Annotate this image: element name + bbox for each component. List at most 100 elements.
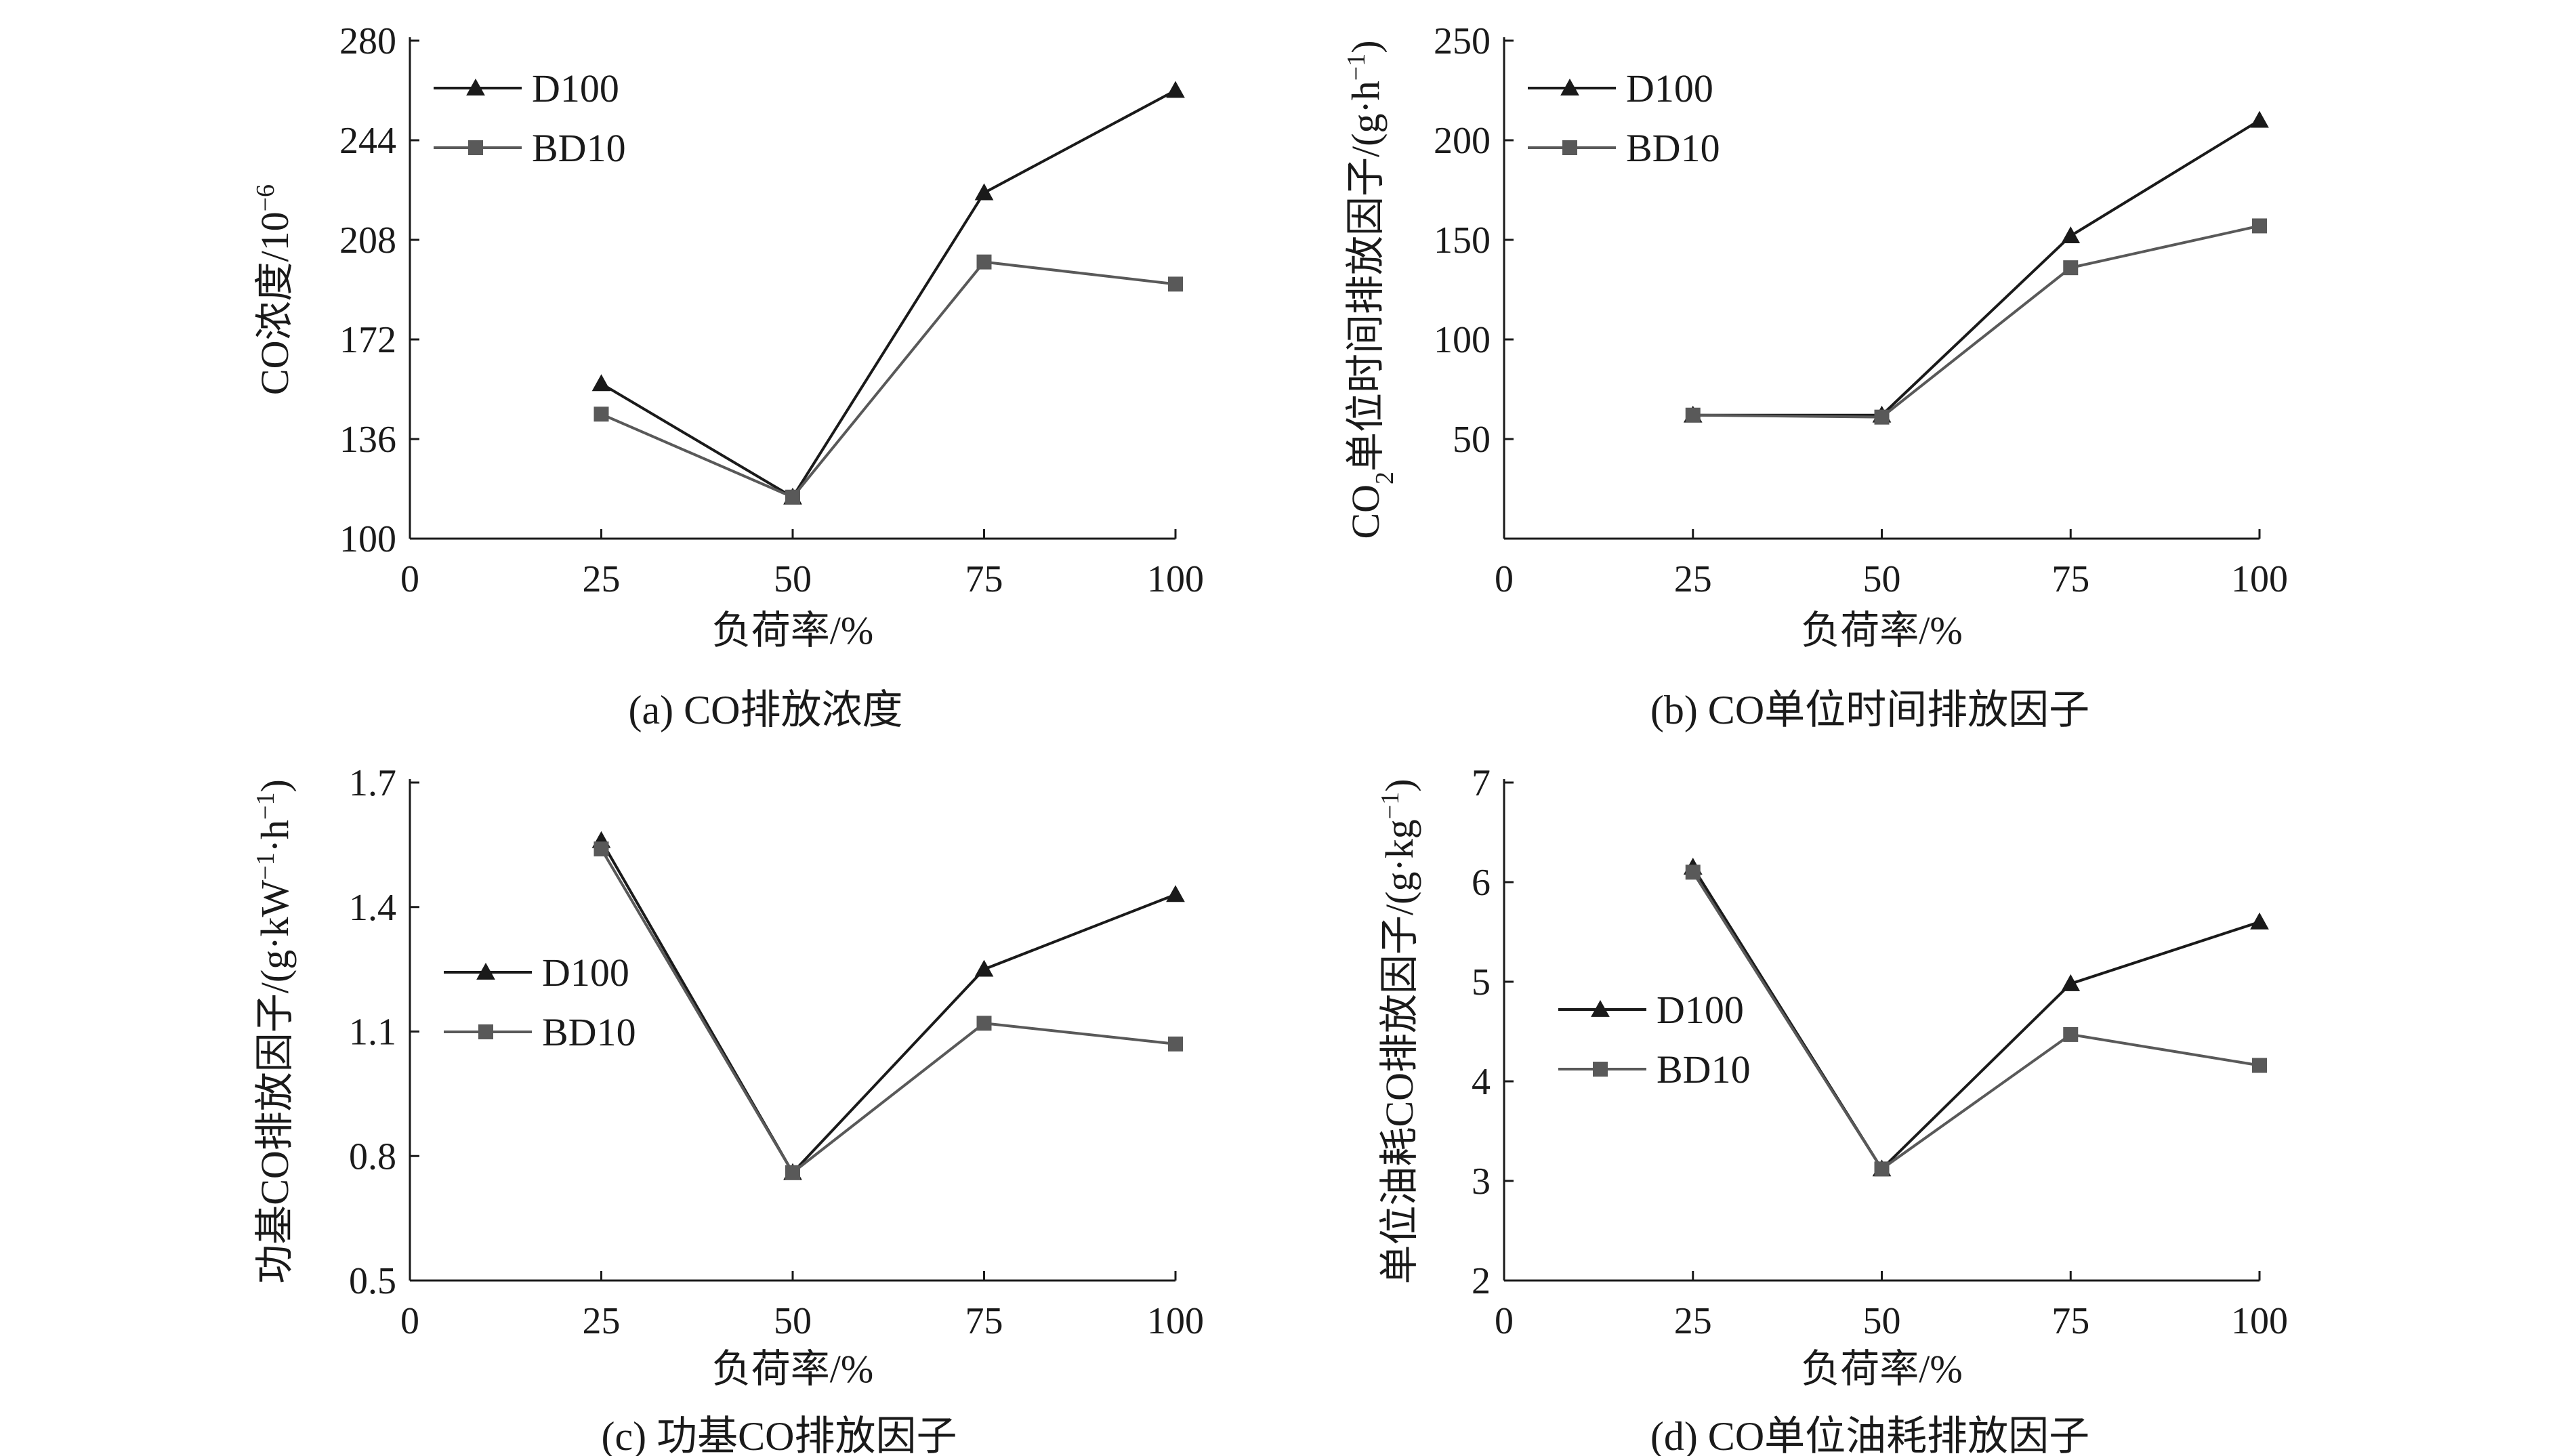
y-axis-title-part: ) xyxy=(253,779,297,792)
data-point-square xyxy=(2252,218,2267,234)
legend: D100 BD10 xyxy=(434,66,626,170)
x-tick-label: 50 xyxy=(1863,1300,1901,1342)
y-tick-label: 150 xyxy=(1434,220,1491,262)
y-tick-label: 200 xyxy=(1434,120,1491,162)
y-tick-label: 1.1 xyxy=(349,1012,396,1054)
y-tick-label: 3 xyxy=(1472,1161,1491,1203)
x-tick-label: 0 xyxy=(1495,558,1514,600)
data-point-triangle xyxy=(974,183,994,201)
y-tick-label: 100 xyxy=(339,518,396,560)
data-point-square xyxy=(2063,1026,2079,1042)
x-tick-label: 0 xyxy=(400,558,419,600)
panel-2: 0.5 0.8 1.1 1.4 1.7 0 25 50 75 100 D100 BD10 负荷率/% 功基… xyxy=(251,762,1204,1456)
data-point-square xyxy=(1874,409,1890,425)
legend-marker-triangle xyxy=(466,78,485,96)
series-line-d100 xyxy=(1692,119,2261,417)
y-tick-label: 244 xyxy=(339,120,396,162)
series-bd10 xyxy=(1685,865,2267,1177)
x-tick-label: 75 xyxy=(2052,1300,2089,1342)
x-axis-title: 负荷率/% xyxy=(712,1347,873,1391)
data-point-square xyxy=(594,841,609,856)
panel-caption: (a) CO排放浓度 xyxy=(629,688,903,732)
x-tick-label: 25 xyxy=(583,558,621,600)
x-tick-label: 75 xyxy=(965,1300,1003,1342)
y-axis-title-part: ·h xyxy=(253,820,297,852)
data-point-triangle xyxy=(2250,912,2269,930)
x-tick-label: 50 xyxy=(774,558,812,600)
y-tick-label: 208 xyxy=(339,220,396,262)
data-point-triangle xyxy=(2061,974,2081,991)
x-tick-label: 50 xyxy=(1863,558,1901,600)
data-point-square xyxy=(785,489,800,505)
series-line-d100 xyxy=(600,89,1176,499)
y-tick-label: 4 xyxy=(1472,1061,1491,1103)
x-tick-label: 50 xyxy=(774,1300,812,1342)
legend-label: D100 xyxy=(542,951,629,995)
y-axis-title-part: ) xyxy=(1377,778,1421,791)
x-tick-label: 25 xyxy=(1674,558,1712,600)
legend-marker-square xyxy=(1562,140,1577,155)
x-tick-label: 0 xyxy=(400,1300,419,1342)
data-point-triangle xyxy=(1166,885,1185,902)
legend-label: D100 xyxy=(1657,988,1744,1032)
panel-caption: (d) CO单位油耗排放因子 xyxy=(1650,1414,2089,1456)
y-axis-title-subscript: 2 xyxy=(1371,472,1399,484)
legend-marker-triangle xyxy=(1560,78,1579,96)
x-tick-label: 25 xyxy=(1674,1300,1712,1342)
y-axis-title-part: 功基CO排放因子/(g·kW xyxy=(253,879,297,1283)
data-point-square xyxy=(1168,1036,1183,1052)
series-d100 xyxy=(1683,857,2269,1177)
y-axis-title: CO浓度/10−6 xyxy=(251,184,297,395)
y-tick-label: 50 xyxy=(1453,419,1491,461)
x-tick-label: 75 xyxy=(2052,558,2089,600)
data-point-triangle xyxy=(591,374,611,392)
legend-label: D100 xyxy=(532,66,619,110)
y-axis-title-superscript: −1 xyxy=(251,793,280,820)
panel-caption: (c) 功基CO排放因子 xyxy=(602,1414,957,1456)
y-axis-title-superscript: −6 xyxy=(251,184,280,211)
legend-marker-square xyxy=(468,140,483,155)
y-axis-title-part: CO浓度/10 xyxy=(253,211,297,395)
y-axis-title-part: CO xyxy=(1344,484,1388,539)
legend: D100 BD10 xyxy=(1528,66,1720,170)
legend: D100 BD10 xyxy=(1558,988,1751,1091)
y-tick-label: 6 xyxy=(1472,862,1491,904)
legend: D100 BD10 xyxy=(444,951,636,1054)
series-d100 xyxy=(1683,110,2269,423)
y-axis-title-superscript: −1 xyxy=(1342,54,1371,81)
data-point-square xyxy=(1685,407,1701,423)
y-tick-label: 1.7 xyxy=(349,762,396,804)
data-point-square xyxy=(976,254,992,270)
y-tick-label: 0.5 xyxy=(349,1260,396,1302)
x-tick-label: 100 xyxy=(1147,1300,1204,1342)
data-point-triangle xyxy=(2061,226,2081,244)
data-point-square xyxy=(2063,260,2079,276)
legend-marker-square xyxy=(478,1024,493,1039)
series-line-bd10 xyxy=(1692,224,2260,419)
legend-marker-triangle xyxy=(1591,999,1610,1017)
y-tick-label: 250 xyxy=(1434,20,1491,62)
data-point-triangle xyxy=(2250,110,2269,128)
y-axis-title: CO2单位时间排放因子/(g·h−1) xyxy=(1342,40,1399,539)
y-tick-label: 136 xyxy=(339,419,396,461)
y-axis-title-part: 单位油耗CO排放因子/(g·kg xyxy=(1377,819,1421,1284)
panel-caption: (b) CO单位时间排放因子 xyxy=(1650,688,2089,732)
series-line-bd10 xyxy=(1692,871,2260,1171)
panel-1: 50 100 150 200 250 0 25 50 75 100 D100 BD10 负荷率/% CO2… xyxy=(1342,20,2288,732)
x-tick-label: 75 xyxy=(965,558,1003,600)
data-point-square xyxy=(2252,1058,2267,1073)
y-tick-label: 172 xyxy=(339,319,396,361)
data-point-square xyxy=(976,1016,992,1031)
x-tick-label: 25 xyxy=(583,1300,621,1342)
series-line-d100 xyxy=(600,839,1176,1176)
panel-3: 2 3 4 5 6 7 0 25 50 75 100 D100 BD10 负荷率/% 单位油耗CO排放因子/… xyxy=(1376,762,2288,1456)
panel-0: 100 136 172 208 244 280 0 25 50 75 100 D100 BD10 负荷率/… xyxy=(251,20,1204,732)
legend-label: BD10 xyxy=(1626,126,1720,170)
y-axis-title-superscript: −1 xyxy=(1376,792,1404,819)
data-point-square xyxy=(1168,276,1183,292)
x-axis-title: 负荷率/% xyxy=(1801,1347,1962,1391)
data-point-square xyxy=(1685,865,1701,880)
y-tick-label: 5 xyxy=(1472,961,1491,1003)
series-line-d100 xyxy=(1692,866,2260,1171)
